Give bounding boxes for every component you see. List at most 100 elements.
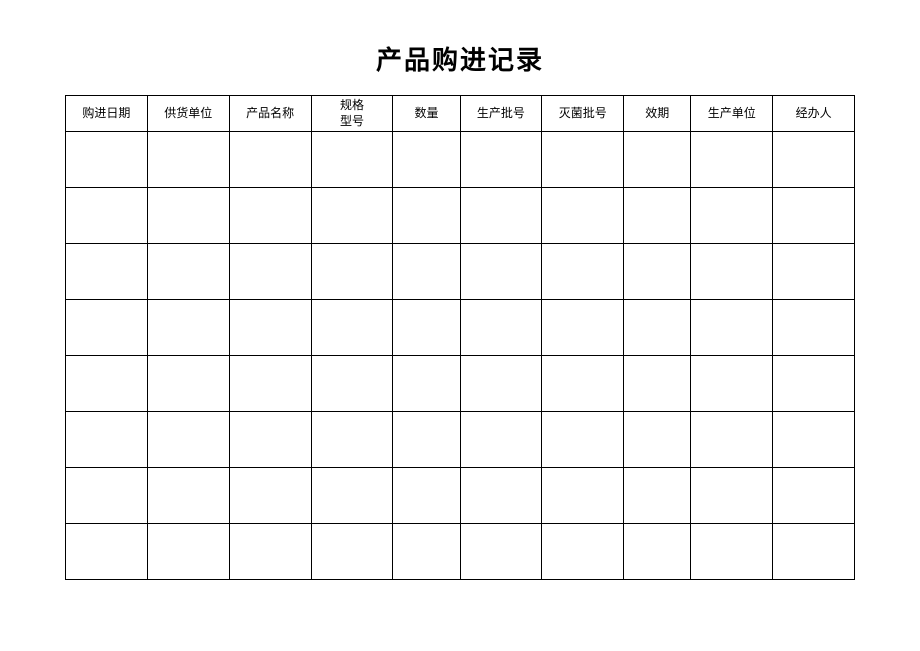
col-quantity: 数量 [393,96,460,132]
table-cell [691,188,773,244]
table-cell [393,468,460,524]
table-cell [229,244,311,300]
table-cell [691,132,773,188]
table-cell [311,244,393,300]
table-row [66,524,855,580]
table-cell [66,300,148,356]
table-row [66,244,855,300]
table-cell [311,524,393,580]
col-sterilization-batch: 灭菌批号 [542,96,624,132]
table-cell [773,468,855,524]
table-cell [691,244,773,300]
table-cell [147,300,229,356]
table-cell [542,300,624,356]
table-cell [460,188,542,244]
table-cell [624,188,691,244]
table-cell [542,244,624,300]
table-row [66,132,855,188]
table-cell [229,188,311,244]
table-row [66,356,855,412]
table-cell [460,412,542,468]
table-cell [624,300,691,356]
table-cell [773,524,855,580]
table-row [66,188,855,244]
table-cell [147,132,229,188]
table-cell [311,300,393,356]
table-cell [624,412,691,468]
table-cell [460,244,542,300]
table-cell [691,412,773,468]
table-cell [229,468,311,524]
table-body [66,132,855,580]
table-cell [542,468,624,524]
table-cell [393,300,460,356]
col-product-name: 产品名称 [229,96,311,132]
table-row [66,300,855,356]
table-cell [773,132,855,188]
table-cell [147,356,229,412]
table-cell [542,132,624,188]
col-manufacturer: 生产单位 [691,96,773,132]
table-cell [66,524,148,580]
table-cell [773,356,855,412]
table-cell [460,356,542,412]
page-title: 产品购进记录 [65,40,855,77]
table-cell [773,188,855,244]
table-row [66,468,855,524]
table-cell [393,412,460,468]
table-cell [393,356,460,412]
table-cell [229,132,311,188]
table-cell [66,356,148,412]
table-cell [229,356,311,412]
table-cell [542,188,624,244]
col-spec-model: 规格型号 [311,96,393,132]
table-cell [460,132,542,188]
table-cell [393,132,460,188]
table-cell [773,412,855,468]
table-cell [624,132,691,188]
table-cell [542,412,624,468]
col-handler: 经办人 [773,96,855,132]
table-cell [624,468,691,524]
table-cell [624,356,691,412]
table-cell [229,412,311,468]
table-cell [393,524,460,580]
table-cell [691,468,773,524]
table-cell [66,412,148,468]
table-cell [311,412,393,468]
table-cell [229,300,311,356]
table-cell [229,524,311,580]
col-purchase-date: 购进日期 [66,96,148,132]
table-cell [691,300,773,356]
table-cell [147,468,229,524]
table-cell [66,188,148,244]
table-cell [393,244,460,300]
table-cell [773,300,855,356]
table-cell [542,356,624,412]
purchase-record-table: 购进日期 供货单位 产品名称 规格型号 数量 生产批号 灭菌批号 效期 生产单位… [65,95,855,580]
table-cell [66,244,148,300]
table-cell [773,244,855,300]
table-cell [147,244,229,300]
table-cell [311,468,393,524]
table-cell [311,356,393,412]
table-header-row: 购进日期 供货单位 产品名称 规格型号 数量 生产批号 灭菌批号 效期 生产单位… [66,96,855,132]
table-cell [147,412,229,468]
table-cell [311,132,393,188]
col-production-batch: 生产批号 [460,96,542,132]
table-cell [460,468,542,524]
table-cell [147,188,229,244]
table-cell [66,132,148,188]
table-cell [460,524,542,580]
table-cell [691,356,773,412]
col-supplier: 供货单位 [147,96,229,132]
table-cell [147,524,229,580]
table-cell [66,468,148,524]
table-cell [460,300,542,356]
table-cell [624,244,691,300]
table-row [66,412,855,468]
table-cell [691,524,773,580]
col-expiry: 效期 [624,96,691,132]
table-cell [624,524,691,580]
table-cell [311,188,393,244]
